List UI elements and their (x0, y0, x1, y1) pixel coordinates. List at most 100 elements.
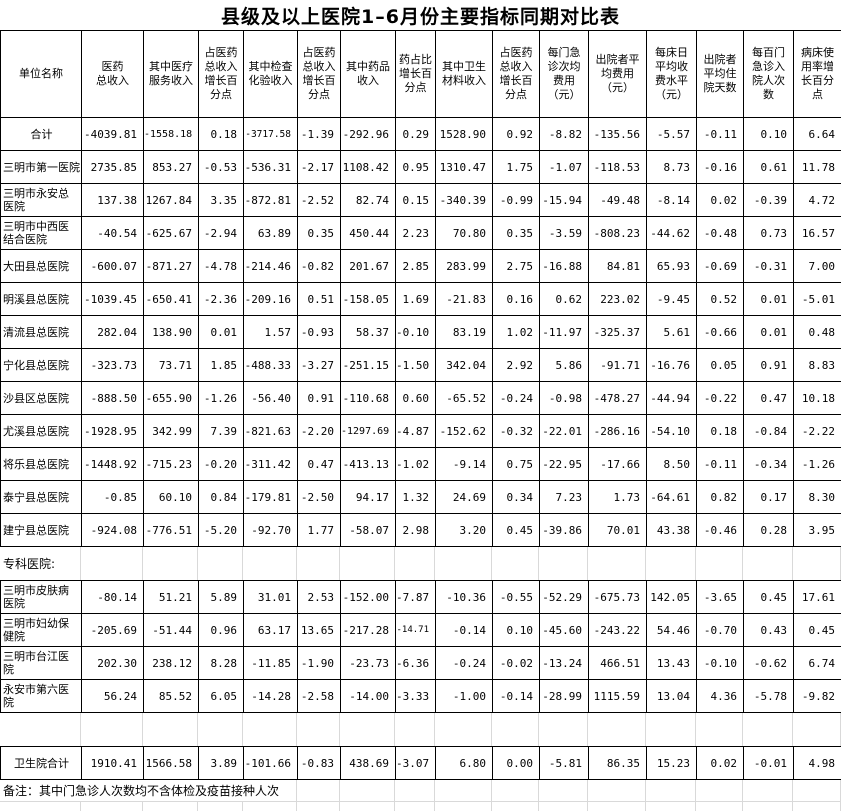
value-cell[interactable]: -2.58 (297, 679, 341, 713)
value-cell[interactable]: 201.67 (340, 249, 396, 283)
value-cell[interactable]: 82.74 (340, 183, 396, 217)
value-cell[interactable]: -91.71 (588, 348, 647, 382)
value-cell[interactable]: 342.99 (143, 414, 199, 448)
value-cell[interactable]: 51.21 (143, 580, 199, 614)
value-cell[interactable]: 54.46 (646, 613, 697, 647)
value-cell[interactable]: -325.37 (588, 315, 647, 349)
value-cell[interactable]: -488.33 (243, 348, 298, 382)
value-cell[interactable]: 3.89 (198, 746, 244, 780)
section-label[interactable]: 专科医院: (3, 557, 56, 571)
value-cell[interactable]: 4.72 (793, 183, 841, 217)
value-cell[interactable]: 0.92 (492, 117, 540, 151)
value-cell[interactable]: 2.75 (492, 249, 540, 283)
value-cell[interactable]: -286.16 (588, 414, 647, 448)
value-cell[interactable]: -0.84 (743, 414, 794, 448)
value-cell[interactable]: 1108.42 (340, 150, 396, 184)
value-cell[interactable]: -0.34 (743, 447, 794, 481)
value-cell[interactable]: 0.28 (743, 513, 794, 547)
value-cell[interactable]: 2.23 (395, 216, 436, 250)
value-cell[interactable]: -5.01 (793, 282, 841, 316)
value-cell[interactable]: -58.07 (340, 513, 396, 547)
value-cell[interactable]: 0.91 (743, 348, 794, 382)
value-cell[interactable]: -214.46 (243, 249, 298, 283)
value-cell[interactable]: -44.94 (646, 381, 697, 415)
unit-name-cell[interactable]: 三明市台江医 院 (0, 646, 82, 680)
value-cell[interactable]: -14.00 (340, 679, 396, 713)
value-cell[interactable]: -3.07 (395, 746, 436, 780)
value-cell[interactable]: -0.01 (743, 746, 794, 780)
value-cell[interactable]: 0.62 (539, 282, 589, 316)
value-cell[interactable]: 3.20 (435, 513, 493, 547)
value-cell[interactable]: 137.38 (81, 183, 144, 217)
value-cell[interactable]: -821.63 (243, 414, 298, 448)
value-cell[interactable]: -625.67 (143, 216, 199, 250)
value-cell[interactable]: 1.57 (243, 315, 298, 349)
value-cell[interactable]: -2.17 (297, 150, 341, 184)
value-cell[interactable]: 0.17 (743, 480, 794, 514)
unit-name-cell[interactable]: 清流县总医院 (0, 315, 82, 349)
value-cell[interactable]: -101.66 (243, 746, 298, 780)
value-cell[interactable]: -13.24 (539, 646, 589, 680)
value-cell[interactable]: -0.24 (492, 381, 540, 415)
value-cell[interactable]: -3.59 (539, 216, 589, 250)
value-cell[interactable]: -110.68 (340, 381, 396, 415)
value-cell[interactable]: 0.75 (492, 447, 540, 481)
value-cell[interactable]: -0.32 (492, 414, 540, 448)
value-cell[interactable]: -65.52 (435, 381, 493, 415)
column-header-cell[interactable]: 占医药 总收入 增长百 分点 (198, 30, 244, 118)
value-cell[interactable]: 0.73 (743, 216, 794, 250)
value-cell[interactable]: -1.90 (297, 646, 341, 680)
value-cell[interactable]: -28.99 (539, 679, 589, 713)
value-cell[interactable]: 138.90 (143, 315, 199, 349)
value-cell[interactable]: 8.50 (646, 447, 697, 481)
value-cell[interactable]: -21.83 (435, 282, 493, 316)
value-cell[interactable]: 0.01 (198, 315, 244, 349)
value-cell[interactable]: 1.77 (297, 513, 341, 547)
value-cell[interactable]: 63.89 (243, 216, 298, 250)
value-cell[interactable]: 6.64 (793, 117, 841, 151)
value-cell[interactable]: -1928.95 (81, 414, 144, 448)
value-cell[interactable]: 6.05 (198, 679, 244, 713)
value-cell[interactable]: 4.98 (793, 746, 841, 780)
value-cell[interactable]: 0.82 (696, 480, 744, 514)
value-cell[interactable]: -205.69 (81, 613, 144, 647)
value-cell[interactable]: 0.52 (696, 282, 744, 316)
value-cell[interactable]: -4.78 (198, 249, 244, 283)
value-cell[interactable]: 1.32 (395, 480, 436, 514)
value-cell[interactable]: 5.86 (539, 348, 589, 382)
value-cell[interactable]: -600.07 (81, 249, 144, 283)
value-cell[interactable]: -1.39 (297, 117, 341, 151)
value-cell[interactable]: -3.65 (696, 580, 744, 614)
value-cell[interactable]: 2.92 (492, 348, 540, 382)
value-cell[interactable]: 8.73 (646, 150, 697, 184)
value-cell[interactable]: -251.15 (340, 348, 396, 382)
value-cell[interactable]: -808.23 (588, 216, 647, 250)
value-cell[interactable]: 6.74 (793, 646, 841, 680)
value-cell[interactable]: -158.05 (340, 282, 396, 316)
value-cell[interactable]: -675.73 (588, 580, 647, 614)
value-cell[interactable]: 0.05 (696, 348, 744, 382)
value-cell[interactable]: -22.01 (539, 414, 589, 448)
unit-name-cell[interactable]: 三明市永安总 医院 (0, 183, 82, 217)
value-cell[interactable]: -0.10 (395, 315, 436, 349)
value-cell[interactable]: -0.02 (492, 646, 540, 680)
value-cell[interactable]: -118.53 (588, 150, 647, 184)
column-header-cell[interactable]: 出院者 平均住 院天数 (696, 30, 744, 118)
value-cell[interactable]: 283.99 (435, 249, 493, 283)
value-cell[interactable]: -2.50 (297, 480, 341, 514)
value-cell[interactable]: -655.90 (143, 381, 199, 415)
value-cell[interactable]: -44.62 (646, 216, 697, 250)
value-cell[interactable]: 0.18 (696, 414, 744, 448)
value-cell[interactable]: -0.31 (743, 249, 794, 283)
value-cell[interactable]: -650.41 (143, 282, 199, 316)
value-cell[interactable]: 2.53 (297, 580, 341, 614)
value-cell[interactable]: -0.14 (492, 679, 540, 713)
value-cell[interactable]: 10.18 (793, 381, 841, 415)
value-cell[interactable]: -0.22 (696, 381, 744, 415)
value-cell[interactable]: 63.17 (243, 613, 298, 647)
unit-name-cell[interactable]: 宁化县总医院 (0, 348, 82, 382)
value-cell[interactable]: -56.40 (243, 381, 298, 415)
value-cell[interactable]: -6.36 (395, 646, 436, 680)
value-cell[interactable]: 1910.41 (81, 746, 144, 780)
value-cell[interactable]: -11.85 (243, 646, 298, 680)
